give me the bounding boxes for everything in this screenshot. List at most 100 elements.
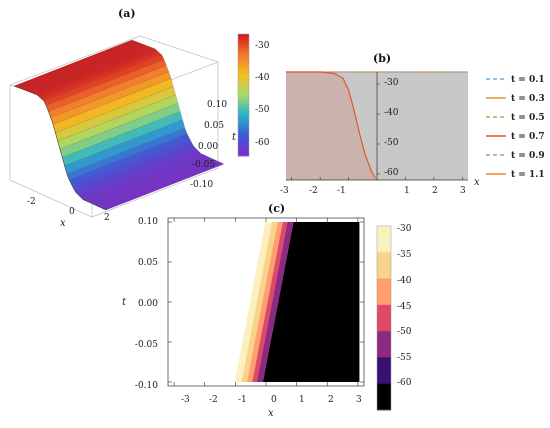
panel-b-ytick-0: -30 [384, 78, 399, 88]
panel-a-ttick-2: 0.00 [198, 142, 218, 152]
colorbar-a-cell [238, 80, 249, 84]
colorbar-a-cell [238, 101, 249, 104]
colorbar-a-cell [238, 113, 249, 116]
panel-a-cbar-tick-3: -60 [255, 138, 270, 148]
colorbar-a-cell [238, 60, 249, 63]
panel-a-xtick-2: 2 [104, 213, 110, 223]
series-curve [286, 71, 377, 179]
colorbar-a-cell [238, 92, 249, 96]
colorbar-a-cell [238, 44, 249, 47]
colorbar-a-cell [238, 139, 249, 143]
colorbar-c-cell [377, 252, 391, 279]
colorbar-a-cell [238, 145, 249, 149]
panel-c-xtick-4: 1 [299, 395, 305, 405]
panel-b-xtick-1: -2 [309, 186, 318, 196]
panel-c-xtick-0: -3 [181, 395, 190, 405]
colorbar-a-cell [238, 90, 249, 94]
contour-band [241, 222, 278, 382]
panel-c-ylabel: t [122, 297, 127, 308]
colorbar-a-cell [238, 151, 249, 155]
panel-a-surface [13, 39, 225, 211]
colorbar-a-cell [238, 54, 249, 57]
colorbar-a-cell [238, 38, 249, 41]
panel-c-ytick-4: -0.10 [135, 381, 158, 391]
colorbar-a-cell [238, 86, 249, 90]
colorbar-a-cell [238, 99, 249, 102]
colorbar-a-cell [238, 62, 249, 65]
colorbar-a-cell [238, 50, 249, 53]
panel-c-cbar-tick-0: -30 [397, 224, 412, 234]
colorbar-a-frame [237, 33, 250, 157]
panel-a-xtick-0: -2 [27, 197, 36, 207]
colorbar-a-cell [238, 117, 249, 120]
colorbar-c-cell [377, 357, 391, 385]
legend-label-2: t = 0.5 [511, 113, 545, 123]
colorbar-a-cell [238, 64, 249, 68]
panel-a-ttick-3: -0.05 [192, 160, 215, 170]
panel-a-ttick-4: -0.10 [190, 180, 213, 190]
colorbar-a-cell [238, 115, 249, 118]
contour-band [234, 222, 273, 382]
panel-b-ytick-1: -40 [384, 108, 399, 118]
panel-b-ytick-3: -60 [384, 168, 399, 178]
colorbar-a-cell [238, 56, 249, 59]
panel-c-ytick-3: -0.05 [135, 340, 158, 350]
colorbar-a-cell [238, 125, 249, 129]
legend-label-5: t = 1.1 [511, 170, 545, 180]
colorbar-a-cell [238, 88, 249, 92]
colorbar-a-cell [238, 127, 249, 131]
panel-c-cbar-tick-2: -40 [397, 276, 412, 286]
panel-a-xlabel: x [60, 218, 66, 229]
panel-c-cbar-tick-1: -35 [397, 250, 412, 260]
panel-c-xlabel: x [268, 408, 274, 419]
contour-band [247, 222, 283, 382]
colorbar-a-cell [238, 40, 249, 43]
colorbar-a-cell [238, 52, 249, 55]
colorbar-a-cell [238, 119, 249, 122]
panel-c-label: (c) [268, 202, 285, 215]
panel-c-colorbar [376, 225, 392, 411]
colorbar-a-cell [238, 121, 249, 124]
colorbar-a-cell [238, 133, 249, 137]
panel-c-cbar-tick-6: -60 [397, 378, 412, 388]
panel-a-cbar-tick-1: -40 [255, 73, 270, 83]
contour-band [252, 222, 288, 382]
panel-b: (b) -3 -2 -1 1 2 3 x -30 -40 -50 -60 t =… [280, 52, 545, 196]
panel-c-ytick-1: 0.05 [138, 258, 158, 268]
panel-b-xtick-0: -3 [280, 186, 289, 196]
colorbar-a-cell [238, 48, 249, 51]
colorbar-a-cell [238, 46, 249, 49]
colorbar-a-cell [238, 111, 249, 114]
panel-c-xtick-1: -2 [209, 395, 218, 405]
colorbar-a-cell [238, 147, 249, 151]
colorbar-a-cell [238, 66, 249, 70]
colorbar-a-cell [238, 135, 249, 139]
colorbar-c-cell [377, 226, 391, 253]
panel-b-label: (b) [373, 52, 391, 65]
panel-c-cbar-tick-3: -45 [397, 302, 412, 312]
legend-label-0: t = 0.1 [511, 75, 545, 85]
surface-front-edge [13, 85, 107, 211]
panel-a-box-outline [9, 35, 219, 218]
legend-label-1: t = 0.3 [511, 94, 545, 104]
colorbar-c-frame [376, 225, 392, 411]
colorbar-c-cell [377, 278, 391, 306]
colorbar-a-cell [238, 149, 249, 153]
panel-a-cbar-tick-0: -30 [255, 41, 270, 51]
panel-b-shaded-area [286, 72, 377, 180]
colorbar-a-cell [238, 131, 249, 135]
panel-b-xlabel: x [474, 177, 480, 188]
panel-a-cbar-tick-2: -50 [255, 105, 270, 115]
panel-a-label: (a) [118, 7, 136, 20]
panel-c-cbar-tick-4: -50 [397, 327, 412, 337]
panel-a-ttick-1: 0.05 [204, 121, 224, 131]
colorbar-a-cell [238, 34, 249, 37]
panel-a-tlabel: t [232, 132, 237, 143]
colorbar-a-cell [238, 82, 249, 86]
colorbar-a-cell [238, 95, 249, 98]
panel-c-xtick-2: -1 [238, 395, 247, 405]
colorbar-a-cell [238, 68, 249, 72]
colorbar-a-cell [238, 97, 249, 100]
panel-c-xtick-6: 3 [356, 395, 362, 405]
